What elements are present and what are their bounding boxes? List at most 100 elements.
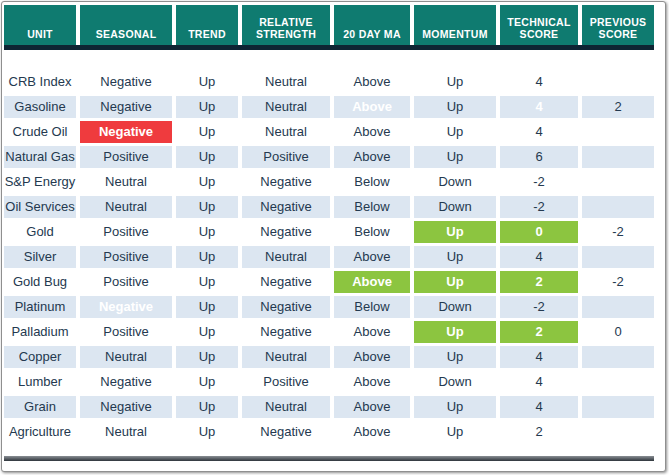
cell-relative-strength: Negative (242, 196, 330, 218)
table-row: S&P EnergyNeutralUpNegativeBelowDown-2 (4, 171, 654, 193)
cell-previous-score (582, 171, 654, 193)
cell-20-day-ma: Below (334, 296, 410, 318)
cell-seasonal: Negative (80, 96, 172, 118)
cell-trend: Up (176, 146, 238, 168)
table-row: LumberNegativeUpPositiveAboveDown4 (4, 371, 654, 393)
cell-trend: Up (176, 271, 238, 293)
cell-seasonal: Positive (80, 271, 172, 293)
cell-trend: Up (176, 371, 238, 393)
cell-seasonal: Neutral (80, 421, 172, 443)
cell-momentum: Up (414, 71, 496, 93)
cell-technical-score: 4 (500, 396, 578, 418)
column-header-seasonal: SEASONAL (80, 5, 172, 45)
cell-trend: Up (176, 246, 238, 268)
cell-technical-score: -2 (500, 171, 578, 193)
cell-momentum: Up (414, 346, 496, 368)
column-header-trend: TREND (176, 5, 238, 45)
table-row: GrainNegativeUpNeutralAboveUp4 (4, 396, 654, 418)
cell-unit: Grain (4, 396, 76, 418)
cell-momentum: Down (414, 371, 496, 393)
cell-previous-score (582, 71, 654, 93)
cell-momentum: Up (414, 421, 496, 443)
table-row: Gold BugPositiveUpNegativeAboveUp2-2 (4, 271, 654, 293)
cell-technical-score: 6 (500, 146, 578, 168)
cell-relative-strength: Positive (242, 146, 330, 168)
cell-technical-score: 2 (500, 271, 578, 293)
cell-seasonal: Neutral (80, 171, 172, 193)
cell-momentum: Up (414, 96, 496, 118)
cell-previous-score (582, 396, 654, 418)
cell-trend: Up (176, 321, 238, 343)
cell-20-day-ma: Above (334, 271, 410, 293)
cell-previous-score (582, 196, 654, 218)
column-header-previous-score: PREVIOUS SCORE (582, 5, 654, 45)
cell-relative-strength: Neutral (242, 71, 330, 93)
cell-technical-score: 0 (500, 221, 578, 243)
cell-unit: Gold Bug (4, 271, 76, 293)
cell-20-day-ma: Below (334, 221, 410, 243)
cell-relative-strength: Negative (242, 171, 330, 193)
commodity-technical-score-table: UNITSEASONALTRENDRELATIVE STRENGTH20 DAY… (1, 1, 666, 472)
cell-unit: Crude Oil (4, 121, 76, 143)
cell-trend: Up (176, 96, 238, 118)
cell-relative-strength: Negative (242, 296, 330, 318)
column-header-relative-strength: RELATIVE STRENGTH (242, 5, 330, 45)
table-row: Crude OilNegativeUpNeutralAboveUp4 (4, 121, 654, 143)
cell-technical-score: -2 (500, 296, 578, 318)
column-header-20-day-ma: 20 DAY MA (334, 5, 410, 45)
cell-unit: Silver (4, 246, 76, 268)
cell-technical-score: 4 (500, 371, 578, 393)
cell-seasonal: Negative (80, 121, 172, 143)
cell-relative-strength: Negative (242, 271, 330, 293)
table-row: Natural GasPositiveUpPositiveAboveUp6 (4, 146, 654, 168)
table-row: Oil ServicesNeutralUpNegativeBelowDown-2 (4, 196, 654, 218)
cell-momentum: Up (414, 121, 496, 143)
cell-seasonal: Neutral (80, 196, 172, 218)
table-row: GoldPositiveUpNegativeBelowUp0-2 (4, 221, 654, 243)
cell-previous-score: -2 (582, 271, 654, 293)
cell-20-day-ma: Above (334, 96, 410, 118)
cell-trend: Up (176, 171, 238, 193)
cell-unit: CRB Index (4, 71, 76, 93)
cell-previous-score (582, 246, 654, 268)
cell-technical-score: 4 (500, 96, 578, 118)
cell-previous-score: 2 (582, 96, 654, 118)
cell-momentum: Down (414, 196, 496, 218)
cell-seasonal: Positive (80, 321, 172, 343)
cell-momentum: Up (414, 146, 496, 168)
cell-momentum: Up (414, 221, 496, 243)
cell-relative-strength: Negative (242, 321, 330, 343)
cell-20-day-ma: Above (334, 346, 410, 368)
cell-trend: Up (176, 221, 238, 243)
cell-seasonal: Negative (80, 371, 172, 393)
cell-seasonal: Positive (80, 221, 172, 243)
table-row: SilverPositiveUpNeutralAboveUp4 (4, 246, 654, 268)
cell-relative-strength: Positive (242, 371, 330, 393)
cell-trend: Up (176, 296, 238, 318)
cell-seasonal: Positive (80, 146, 172, 168)
cell-relative-strength: Neutral (242, 346, 330, 368)
cell-relative-strength: Negative (242, 221, 330, 243)
cell-relative-strength: Negative (242, 421, 330, 443)
table-row: GasolineNegativeUpNeutralAboveUp42 (4, 96, 654, 118)
column-header-technical-score: TECHNICAL SCORE (500, 5, 578, 45)
cell-previous-score (582, 371, 654, 393)
cell-relative-strength: Neutral (242, 396, 330, 418)
cell-20-day-ma: Above (334, 71, 410, 93)
cell-previous-score (582, 346, 654, 368)
column-header-momentum: MOMENTUM (414, 5, 496, 45)
cell-unit: Oil Services (4, 196, 76, 218)
cell-unit: Gasoline (4, 96, 76, 118)
cell-momentum: Up (414, 321, 496, 343)
table-body: CRB IndexNegativeUpNeutralAboveUp4Gasoli… (4, 71, 663, 443)
table-row: PlatinumNegativeUpNegativeBelowDown-2 (4, 296, 654, 318)
cell-trend: Up (176, 346, 238, 368)
cell-technical-score: 4 (500, 246, 578, 268)
table-row: AgricultureNeutralUpNegativeAboveUp2 (4, 421, 654, 443)
cell-technical-score: -2 (500, 196, 578, 218)
cell-seasonal: Negative (80, 396, 172, 418)
cell-previous-score (582, 146, 654, 168)
cell-trend: Up (176, 71, 238, 93)
cell-20-day-ma: Above (334, 321, 410, 343)
cell-previous-score (582, 421, 654, 443)
